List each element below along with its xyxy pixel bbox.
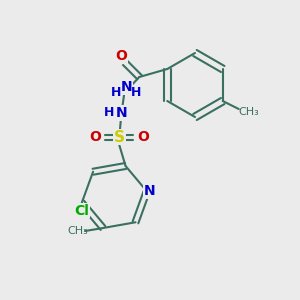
Text: O: O bbox=[115, 49, 127, 63]
Text: N: N bbox=[121, 80, 132, 94]
Text: S: S bbox=[114, 130, 125, 145]
Text: N: N bbox=[144, 184, 156, 198]
Text: CH₃: CH₃ bbox=[68, 226, 88, 236]
Text: CH₃: CH₃ bbox=[238, 107, 259, 117]
Text: O: O bbox=[137, 130, 149, 144]
Text: Cl: Cl bbox=[74, 204, 89, 218]
Text: H: H bbox=[111, 85, 122, 98]
Text: O: O bbox=[89, 130, 101, 144]
Text: N: N bbox=[116, 106, 127, 120]
Text: H: H bbox=[131, 85, 142, 98]
Text: H: H bbox=[104, 106, 115, 119]
